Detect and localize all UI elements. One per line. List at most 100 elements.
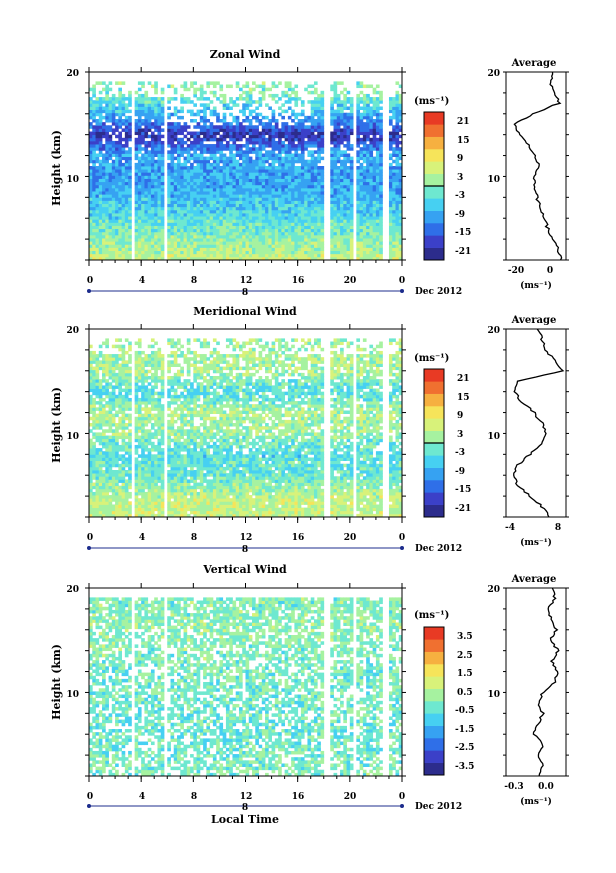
heatmap-cell <box>177 175 181 179</box>
heatmap-cell <box>180 172 184 176</box>
heatmap-cell <box>203 234 207 239</box>
heatmap-cell <box>141 162 145 167</box>
heatmap-cell <box>98 134 103 139</box>
heatmap-cell <box>333 250 338 255</box>
heatmap-cell <box>343 169 347 173</box>
profile-y-tick: 20 <box>487 69 500 79</box>
heatmap-cell <box>98 234 103 239</box>
heatmap-cell <box>235 137 240 142</box>
heatmap-cell <box>128 103 132 107</box>
heatmap-cell <box>336 250 341 255</box>
heatmap-cell <box>173 144 178 148</box>
heatmap-cell <box>219 206 224 211</box>
heatmap-cell <box>268 250 272 255</box>
heatmap-cell <box>349 219 354 223</box>
heatmap-cell <box>102 159 106 164</box>
heatmap-cell <box>141 106 145 110</box>
heatmap-cell <box>124 250 129 255</box>
heatmap-cell <box>379 181 383 186</box>
heatmap-cell <box>395 115 400 120</box>
heatmap-cell <box>216 181 220 186</box>
heatmap-cell <box>300 156 305 161</box>
heatmap-cell <box>343 156 347 161</box>
heatmap-cell <box>245 90 250 95</box>
heatmap-cell <box>219 244 224 248</box>
heatmap-cell <box>287 131 292 136</box>
heatmap-cell <box>235 162 240 167</box>
heatmap-cell <box>147 197 152 201</box>
heatmap-cell <box>255 115 259 120</box>
heatmap-cell <box>245 253 250 258</box>
heatmap-cell <box>274 144 279 148</box>
heatmap-cell <box>222 175 227 179</box>
heatmap-cell <box>258 178 263 183</box>
heatmap-cell <box>395 119 400 123</box>
heatmap-cell <box>209 209 214 214</box>
heatmap-cell <box>359 90 364 95</box>
heatmap-cell <box>281 250 286 255</box>
heatmap-cell <box>186 507 191 512</box>
heatmap-cell <box>95 81 100 85</box>
heatmap-cell <box>362 200 367 204</box>
heatmap-cell <box>362 100 367 104</box>
heatmap-cell <box>268 140 272 145</box>
heatmap-cell <box>128 231 132 236</box>
heatmap-cell <box>330 137 334 142</box>
heatmap-cell <box>212 222 217 226</box>
heatmap-cell <box>274 191 279 195</box>
heatmap-cell <box>144 234 149 239</box>
heatmap-cell <box>173 228 178 233</box>
heatmap-cell <box>310 203 315 208</box>
heatmap-cell <box>209 162 214 167</box>
heatmap-cell <box>287 150 292 154</box>
heatmap-cell <box>183 244 188 248</box>
heatmap-cell <box>115 216 119 220</box>
heatmap-cell <box>278 238 282 242</box>
heatmap-cell <box>317 131 321 136</box>
heatmap-cell <box>362 178 367 183</box>
heatmap-cell <box>141 128 145 132</box>
heatmap-cell <box>284 109 289 114</box>
heatmap-cell <box>209 134 214 139</box>
heatmap-cell <box>219 175 224 179</box>
heatmap-cell <box>128 166 132 170</box>
heatmap-cell <box>209 187 214 192</box>
heatmap-cell <box>203 231 207 236</box>
heatmap-cell <box>173 216 178 220</box>
heatmap-cell <box>177 153 181 157</box>
heatmap-cell <box>186 197 191 201</box>
heatmap-cell <box>333 175 338 179</box>
heatmap-cell <box>92 253 96 258</box>
heatmap-cell <box>346 238 351 242</box>
heatmap-cell <box>300 203 305 208</box>
heatmap-cell <box>160 106 165 110</box>
heatmap-cell <box>219 137 224 142</box>
heatmap-cell <box>209 90 214 95</box>
heatmap-cell <box>216 222 220 226</box>
heatmap-cell <box>183 162 188 167</box>
heatmap-cell <box>340 159 344 164</box>
heatmap-cell <box>137 203 142 208</box>
heatmap-cell <box>336 137 341 142</box>
heatmap-cell <box>284 238 289 242</box>
heatmap-cell <box>313 184 318 189</box>
heatmap-cell <box>180 175 184 179</box>
heatmap-cell <box>307 140 312 145</box>
heatmap-cell <box>304 194 308 198</box>
heatmap-cell <box>320 128 325 132</box>
heatmap-cell <box>183 122 188 126</box>
heatmap-cell <box>222 247 227 251</box>
heatmap-cell <box>340 162 344 167</box>
heatmap-cell <box>186 97 191 101</box>
heatmap-cell <box>160 213 165 217</box>
heatmap-cell <box>167 498 171 502</box>
heatmap-cell <box>209 112 214 117</box>
heatmap-cell <box>268 122 272 126</box>
heatmap-cell <box>343 125 347 129</box>
heatmap-cell <box>294 222 299 226</box>
heatmap-cell <box>291 112 295 117</box>
heatmap-cell <box>343 209 347 214</box>
heatmap-cell <box>349 109 354 114</box>
heatmap-cell <box>111 510 116 515</box>
heatmap-cell <box>388 172 393 176</box>
